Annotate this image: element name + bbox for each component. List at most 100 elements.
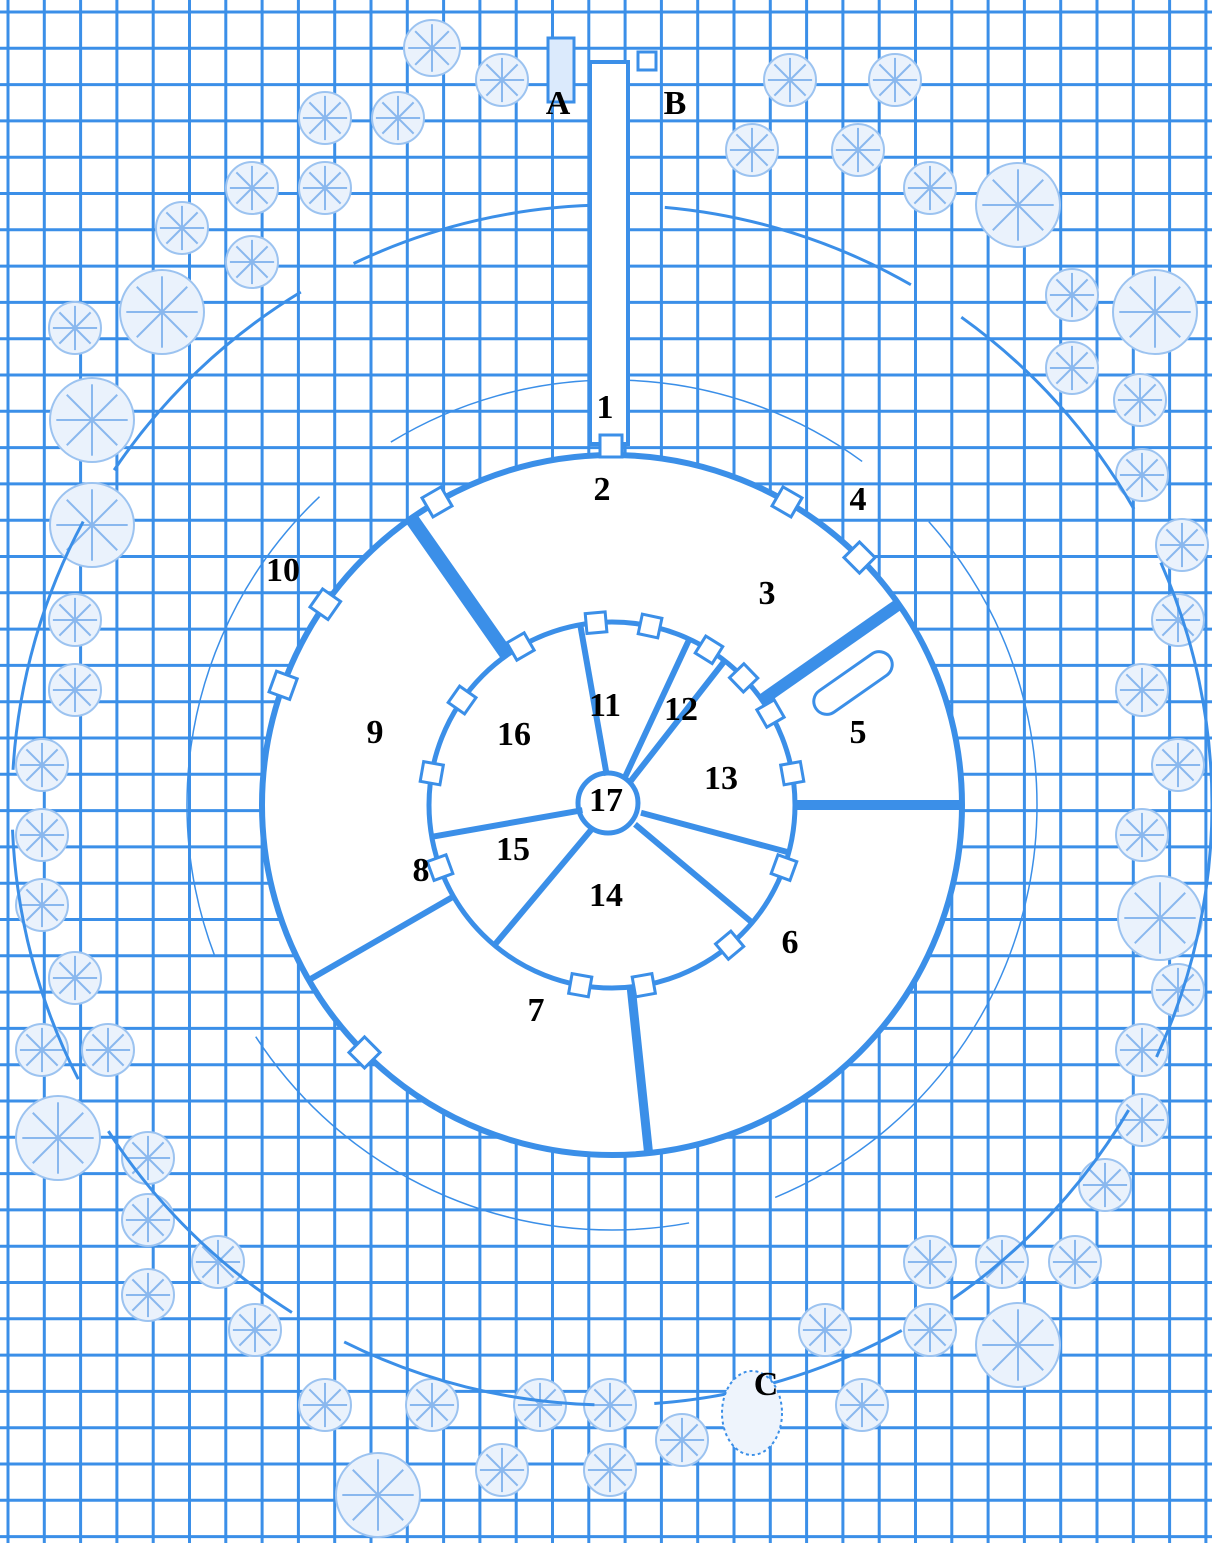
tree-branch	[485, 1469, 503, 1487]
tree-branch	[235, 171, 253, 189]
tree-branch	[992, 179, 1019, 206]
tree-branch	[773, 79, 791, 97]
tree-branch	[1071, 367, 1089, 385]
door	[425, 852, 455, 883]
tree	[903, 161, 957, 215]
tree-branch	[593, 1404, 611, 1422]
tree-branch	[41, 748, 59, 766]
tree	[228, 1303, 282, 1357]
tree-branch	[238, 1329, 256, 1347]
tree-branch	[74, 673, 92, 691]
tree-branch	[913, 1245, 931, 1263]
tree-branch	[74, 311, 92, 329]
tree-branch	[1055, 278, 1073, 296]
tree-branch	[593, 1469, 611, 1487]
tree-branch	[808, 1329, 826, 1347]
label: 4	[850, 481, 867, 518]
label: 7	[528, 992, 545, 1029]
tree	[335, 1452, 421, 1538]
tree-branch	[501, 63, 519, 81]
tree-branch	[25, 904, 43, 922]
tree	[1112, 269, 1198, 355]
tree-branch	[107, 1049, 125, 1067]
tree-branch	[25, 1033, 43, 1051]
tree-branch	[929, 171, 947, 189]
tree-branch	[201, 1261, 219, 1279]
tree-branch	[1154, 311, 1181, 338]
tree	[1115, 663, 1169, 717]
tree	[1115, 808, 1169, 862]
tree-branch	[485, 79, 503, 97]
tree-branch	[735, 149, 753, 167]
wall	[307, 894, 454, 983]
tree	[15, 738, 69, 792]
tree-branch	[1141, 474, 1159, 492]
tree-branch	[1129, 311, 1156, 338]
door	[778, 759, 806, 787]
tree-branch	[131, 1141, 149, 1159]
door	[769, 484, 805, 519]
door	[419, 484, 455, 519]
tree	[48, 951, 102, 1005]
tree	[225, 161, 279, 215]
tree-branch	[845, 1388, 863, 1406]
tree-branch	[1125, 834, 1143, 852]
tree-branch	[1161, 748, 1179, 766]
tree-branch	[773, 63, 791, 81]
door	[713, 928, 746, 962]
tree-branch	[1055, 367, 1073, 385]
tree-branch	[254, 1313, 272, 1331]
tree-branch	[485, 1453, 503, 1471]
tree-branch	[1125, 474, 1143, 492]
tree-branch	[1141, 1049, 1159, 1067]
tree	[49, 482, 135, 568]
tree-branch	[25, 748, 43, 766]
tree-branch	[1001, 1261, 1019, 1279]
tree-branch	[681, 1439, 699, 1457]
tree	[121, 1193, 175, 1247]
tree-branch	[58, 603, 76, 621]
tree	[1115, 448, 1169, 502]
tree-branch	[136, 311, 163, 338]
tree	[1113, 373, 1167, 427]
tree	[155, 201, 209, 255]
tree-branch	[251, 261, 269, 279]
tree	[798, 1303, 852, 1357]
door	[446, 684, 479, 717]
tree-branch	[324, 171, 342, 189]
tree	[81, 1023, 135, 1077]
tree	[903, 1235, 957, 1289]
tree-branch	[1074, 1245, 1092, 1263]
tree-branch	[1154, 286, 1181, 313]
tree	[121, 1268, 175, 1322]
tree-branch	[91, 499, 118, 526]
label: 2	[594, 471, 611, 508]
tree-branch	[1159, 892, 1186, 919]
tree	[868, 53, 922, 107]
tree-branch	[57, 1137, 84, 1164]
tree-branch	[414, 30, 433, 49]
tree-branch	[992, 204, 1019, 231]
tree	[513, 1378, 567, 1432]
tree-branch	[593, 1453, 611, 1471]
tree-branch	[1141, 1119, 1159, 1137]
tree-branch	[74, 603, 92, 621]
wall	[626, 988, 654, 1154]
tree-branch	[523, 1388, 541, 1406]
tree-branch	[681, 1423, 699, 1441]
tree-branch	[57, 1112, 84, 1139]
tree	[763, 53, 817, 107]
tree-branch	[324, 117, 342, 135]
tree	[298, 91, 352, 145]
tree-branch	[1125, 673, 1143, 691]
tree-branch	[929, 1329, 947, 1347]
tree-branch	[235, 245, 253, 263]
tree-branch	[66, 499, 93, 526]
tree-branch	[501, 79, 519, 97]
tree-branch	[894, 79, 912, 97]
tree-branch	[1141, 818, 1159, 836]
tree-branch	[857, 149, 875, 167]
tree	[1151, 963, 1205, 1017]
label: 5	[850, 714, 867, 751]
